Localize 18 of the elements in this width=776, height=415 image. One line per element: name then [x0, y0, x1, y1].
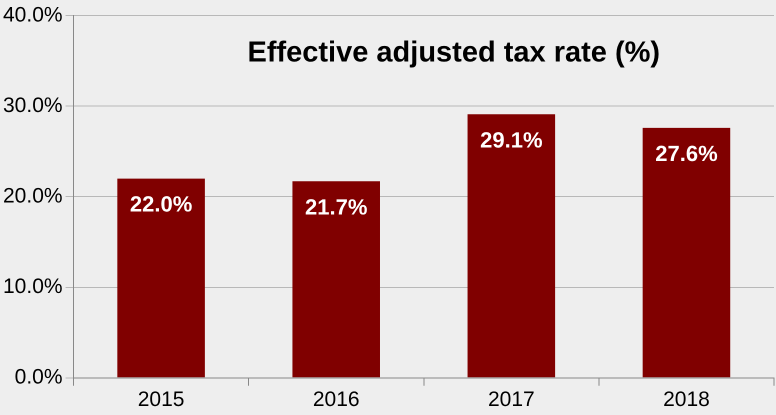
x-tick-label: 2016	[312, 388, 360, 412]
data-label: 22.0%	[130, 192, 192, 217]
x-tick-label: 2018	[663, 388, 710, 412]
x-tick-label: 2017	[488, 388, 535, 412]
y-tick-label: 0.0%	[14, 366, 63, 389]
data-label: 27.6%	[655, 140, 718, 166]
bar	[117, 178, 205, 378]
data-label: 21.7%	[305, 194, 368, 220]
y-tick-label: 40.0%	[3, 3, 63, 26]
bar	[642, 128, 730, 378]
data-label: 29.1%	[480, 127, 543, 152]
bar	[292, 181, 380, 378]
y-tick-label: 10.0%	[3, 275, 63, 298]
text: Effective adjusted tax rate (%)	[247, 36, 660, 69]
x-tick-label: 2015	[138, 388, 184, 412]
y-tick-label: 20.0%	[3, 184, 63, 208]
y-tick-label: 30.0%	[3, 94, 63, 117]
bar	[468, 114, 556, 378]
